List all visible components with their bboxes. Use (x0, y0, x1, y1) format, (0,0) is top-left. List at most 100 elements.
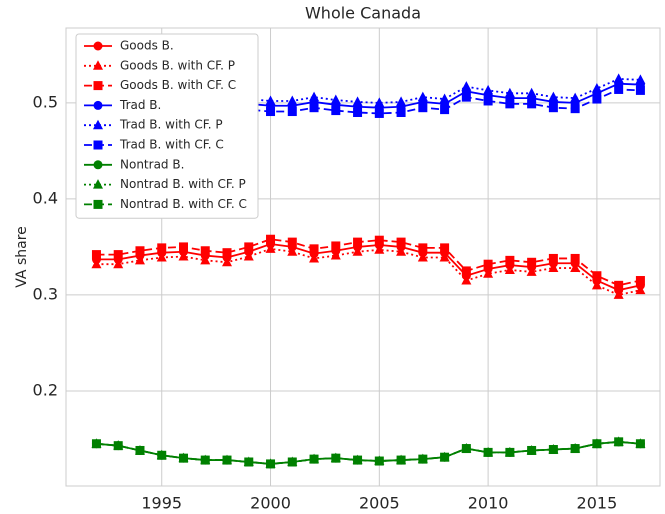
marker (483, 268, 494, 278)
marker (504, 264, 515, 274)
marker (91, 439, 101, 449)
marker (200, 455, 210, 465)
marker (135, 246, 145, 256)
marker (635, 439, 645, 449)
marker (91, 258, 102, 269)
marker (374, 244, 385, 254)
x-tick-label: 2010 (468, 494, 509, 513)
marker (614, 437, 624, 447)
y-tick-label: 0.5 (33, 92, 58, 111)
y-tick-label: 0.4 (33, 188, 58, 207)
marker (592, 94, 602, 104)
marker (200, 246, 210, 256)
series-line (96, 440, 641, 465)
marker (396, 455, 406, 465)
marker (113, 258, 124, 269)
marker (417, 91, 428, 102)
marker (439, 93, 450, 104)
marker (353, 455, 363, 465)
marker (396, 237, 406, 247)
x-tick-label: 2005 (359, 494, 400, 513)
marker (330, 94, 341, 105)
marker (113, 441, 123, 451)
legend-label: Goods B. with CF. C (120, 78, 236, 92)
marker (461, 81, 472, 91)
marker (614, 280, 624, 290)
y-tick-label: 0.2 (33, 380, 58, 399)
marker (374, 456, 384, 466)
marker (440, 243, 450, 253)
marker (93, 100, 103, 110)
marker (287, 237, 297, 247)
marker (548, 253, 558, 263)
legend-label: Trad B. (119, 98, 161, 112)
marker (331, 241, 341, 251)
marker (93, 179, 103, 189)
series (91, 437, 645, 469)
marker (613, 289, 624, 299)
marker (591, 82, 602, 93)
marker (265, 243, 276, 253)
legend-label: Trad B. with CF. P (119, 118, 223, 132)
marker (483, 447, 493, 457)
marker (309, 252, 320, 263)
marker (222, 256, 233, 267)
marker (91, 250, 101, 260)
marker (527, 99, 537, 109)
marker (178, 242, 188, 252)
marker (483, 96, 493, 106)
marker (505, 255, 515, 265)
marker (178, 251, 189, 261)
marker (418, 243, 428, 253)
marker (353, 237, 363, 247)
marker (134, 254, 145, 265)
marker (635, 85, 645, 95)
marker (200, 254, 211, 265)
marker (635, 284, 646, 295)
marker (93, 160, 103, 170)
marker (526, 266, 537, 276)
marker (418, 454, 428, 464)
series (91, 436, 646, 468)
marker (93, 41, 103, 51)
marker (309, 91, 320, 102)
marker (461, 275, 472, 285)
marker (504, 87, 515, 98)
marker (526, 87, 537, 98)
marker (222, 455, 232, 465)
marker (527, 445, 537, 455)
marker (440, 452, 450, 462)
marker (244, 242, 254, 252)
marker (614, 84, 624, 94)
marker (396, 107, 406, 117)
marker (570, 444, 580, 454)
marker (265, 95, 276, 105)
marker (135, 445, 145, 455)
series-line (96, 247, 641, 296)
marker (330, 250, 341, 260)
series (91, 243, 646, 299)
marker (440, 105, 450, 115)
marker (157, 450, 167, 460)
marker (418, 103, 428, 113)
marker (266, 107, 276, 117)
marker (309, 454, 319, 464)
series (91, 437, 645, 469)
x-tick-label: 2000 (250, 494, 291, 513)
marker (592, 271, 602, 281)
marker (93, 119, 103, 130)
marker (374, 97, 385, 107)
chart-title: Whole Canada (305, 4, 421, 23)
marker (352, 246, 363, 256)
marker (287, 95, 298, 105)
marker (635, 74, 646, 84)
legend-label: Goods B. with CF. P (120, 58, 235, 72)
marker (417, 251, 428, 262)
marker (93, 81, 103, 91)
marker (505, 447, 515, 457)
legend-label: Nontrad B. with CF. P (120, 177, 246, 191)
marker (157, 243, 167, 253)
legend-label: Nontrad B. (120, 157, 184, 171)
marker (613, 73, 624, 83)
marker (548, 262, 559, 273)
